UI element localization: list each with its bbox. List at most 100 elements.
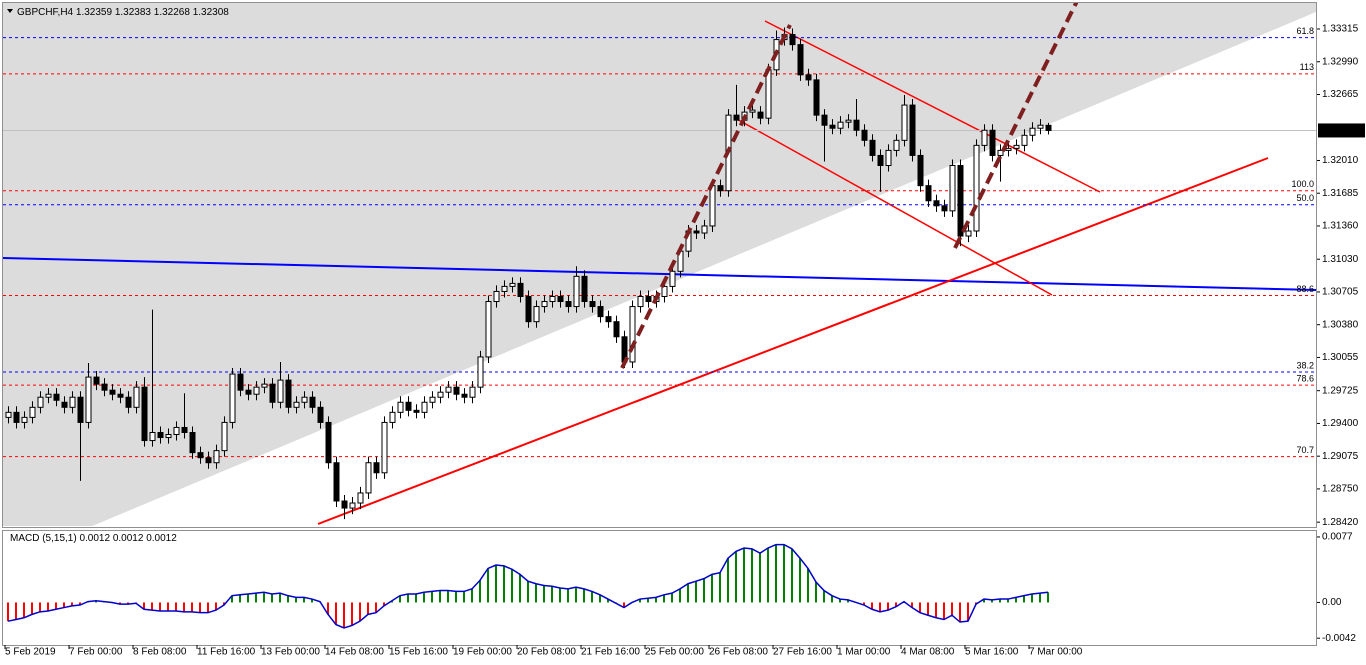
level-label: 70.7: [1296, 445, 1314, 455]
candle-body: [869, 139, 876, 156]
x-tick-label: 4 Mar 08:00: [901, 647, 955, 658]
candle-body: [1005, 147, 1012, 151]
candle-body: [637, 295, 644, 308]
x-tick-label: 27 Feb 16:00: [773, 647, 832, 658]
level-label: 78.6: [1296, 374, 1314, 384]
candle-body: [301, 396, 308, 403]
x-tick-label: 5 Feb 2019: [5, 647, 56, 658]
candle-body: [997, 149, 1004, 156]
candle-body: [981, 129, 988, 146]
candle-body: [757, 111, 764, 119]
candle-body: [429, 396, 436, 403]
candle-body: [365, 462, 372, 494]
candle-body: [581, 275, 588, 303]
candle-body: [805, 74, 812, 81]
y-tick-label: 1.30380: [1322, 319, 1359, 330]
x-tick-label: 25 Feb 00:00: [645, 647, 704, 658]
candle-body: [45, 393, 52, 398]
x-tick-label: 20 Feb 08:00: [517, 647, 576, 658]
y-tick-label: 1.29400: [1322, 418, 1359, 429]
candle-body: [5, 411, 12, 418]
candle-body: [229, 373, 236, 423]
candle-body: [589, 301, 596, 308]
candle-body: [517, 282, 524, 297]
candle-body: [717, 185, 724, 192]
candle-body: [933, 200, 940, 207]
candle-body: [205, 457, 212, 464]
symbol-header: GBPCHF,H4 1.32359 1.32383 1.32268 1.3230…: [17, 7, 229, 18]
candle-body: [437, 391, 444, 398]
candle-body: [461, 393, 468, 398]
candle-body: [613, 321, 620, 338]
level-label: 113: [1300, 62, 1314, 72]
candle-body: [349, 502, 356, 509]
candle-body: [109, 389, 116, 395]
dashed-trend-line: [953, 3, 1079, 249]
macd-value: 0.0012: [79, 533, 110, 544]
candle-body: [829, 124, 836, 129]
candle-body: [877, 154, 884, 167]
candle-body: [709, 185, 716, 227]
candle-body: [893, 139, 900, 151]
y-tick-label: 1.28750: [1322, 484, 1359, 495]
candle-body: [965, 230, 972, 237]
candle-body: [61, 401, 68, 408]
x-tick-label: 11 Feb 16:00: [197, 647, 256, 658]
y-tick-label: 1.30055: [1322, 352, 1359, 363]
candle-body: [917, 154, 924, 187]
candle-body: [53, 393, 60, 401]
macd-y-tick-label: 0.00: [1322, 597, 1342, 608]
candle-body: [645, 295, 652, 303]
candle-body: [149, 431, 156, 442]
candle-body: [21, 416, 28, 423]
y-tick-label: 1.30705: [1322, 287, 1359, 298]
macd-value: 0.0012: [146, 533, 177, 544]
price-pane-frame: [2, 2, 1317, 528]
menu-arrow[interactable]: [7, 9, 13, 13]
candle-body: [469, 386, 476, 398]
candle-body: [69, 396, 76, 408]
candle-body: [445, 386, 452, 393]
candle-body: [701, 225, 708, 234]
candle-body: [749, 109, 756, 113]
high: 1.32383: [115, 7, 152, 18]
candle-body: [909, 104, 916, 156]
x-tick-label: 8 Feb 08:00: [133, 647, 187, 658]
candle-body: [93, 376, 100, 385]
y-tick-label: 1.32665: [1322, 89, 1359, 100]
candle-body: [277, 379, 284, 403]
close: 1.32308: [193, 7, 230, 18]
y-tick-label: 1.31360: [1322, 221, 1359, 232]
candle-body: [733, 114, 740, 121]
candle-body: [413, 409, 420, 413]
candle-body: [821, 114, 828, 126]
x-tick-label: 13 Feb 00:00: [261, 647, 320, 658]
candle-body: [1037, 124, 1044, 129]
x-tick-label: 19 Feb 00:00: [453, 647, 512, 658]
level-label: 61.8: [1296, 26, 1314, 36]
candle-body: [285, 379, 292, 408]
candle-body: [605, 316, 612, 323]
candle-body: [669, 270, 676, 287]
candle-body: [421, 401, 428, 413]
candle-body: [141, 386, 148, 442]
candle-body: [493, 290, 500, 303]
candle-body: [925, 185, 932, 202]
candle-body: [765, 69, 772, 119]
candle-body: [173, 426, 180, 436]
candle-body: [213, 450, 220, 464]
x-tick-label: 14 Feb 08:00: [325, 647, 384, 658]
macd-value: 0.0012: [113, 533, 144, 544]
candle-body: [189, 431, 196, 454]
candle-body: [1045, 124, 1052, 131]
macd-title: MACD (5,15,1): [10, 533, 77, 544]
candle-body: [525, 295, 532, 323]
candle-body: [845, 119, 852, 123]
candle-body: [509, 282, 516, 287]
candle-body: [37, 396, 44, 408]
candle-body: [1021, 134, 1028, 146]
candle-body: [813, 79, 820, 116]
candle-body: [477, 356, 484, 388]
candle-body: [453, 386, 460, 395]
